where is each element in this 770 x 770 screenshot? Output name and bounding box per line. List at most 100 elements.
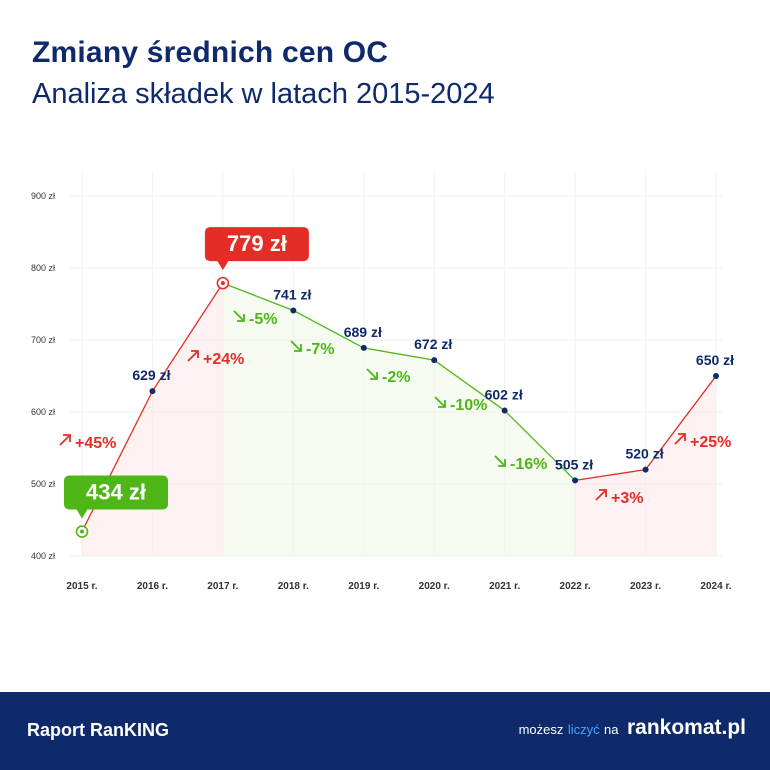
series-line-segment [293,309,365,349]
segment-area [152,283,223,556]
change-label: -7% [290,340,334,358]
arrow-down-icon [494,455,506,467]
data-point [713,373,719,379]
y-tick-label: 500 zł [31,479,55,489]
data-point [572,477,579,484]
highlight-point-center [80,529,84,534]
tagline-prefix: możesz [518,722,564,737]
x-tick-label: 2020 r. [419,581,450,592]
series-line-segment [433,359,506,412]
arrow-down-head [438,400,446,408]
value-label: 672 zł [414,336,452,352]
data-point [431,357,438,364]
highlight-point-center [220,281,225,286]
arrow-down-head [294,344,302,352]
arrow-up-head [191,350,199,358]
chart-areas [82,283,716,556]
change-value: -5% [249,311,277,328]
arrow-up-icon [187,350,199,362]
segment-area [363,347,435,556]
segment-area [645,376,716,556]
series-line-segment [363,347,435,361]
line-chart: 400 zł 500 zł 600 zł 700 zł 800 zł 900 zł 2015… [31,170,734,592]
y-tick-label: 700 zł [31,335,55,345]
arrow-down-head [370,372,378,380]
x-tick-label: 2018 r. [278,581,309,592]
y-tick-label: 900 zł [31,191,55,201]
series-line-segment [222,282,294,312]
arrow-up-icon [674,433,686,445]
y-tick-label: 600 zł [31,407,55,417]
arrow-up-icon [59,434,71,446]
chart-subtitle: Analiza składek w latach 2015-2024 [32,78,495,110]
tagline-suffix: na [604,722,619,737]
data-point [360,344,367,351]
segment-area [575,469,646,556]
segment-area [434,360,505,556]
value-label: 741 zł [273,286,311,302]
change-label: -2% [366,368,410,386]
segment-area [82,391,153,556]
x-tick-label: 2016 r. [137,581,168,592]
change-value: -2% [382,369,410,386]
value-label: 629 zł [132,367,170,383]
change-value: +45% [75,435,116,452]
arrow-down-head [498,459,506,467]
x-tick-label: 2024 r. [700,581,731,592]
brand-logo: rankomat.pl [626,716,746,739]
change-label: +3% [595,489,643,507]
footer-brand[interactable]: możesz liczyć na rankomat.pl [519,716,746,740]
x-tick-label: 2021 r. [489,581,520,592]
change-value: -16% [510,456,547,473]
data-point [501,407,508,414]
callout-box [64,475,168,510]
series-line-segment [575,468,646,482]
arrow-up-head [678,433,686,441]
report-title: Raport RanKING [27,720,170,740]
series-line-segment [504,410,576,481]
callout-pointer [216,260,229,271]
chart-labels: 629 zł 741 zł 689 zł 672 zł 602 zł 505 zł 520 … [59,286,734,507]
callout-pointer [76,508,88,519]
footer-bar: Raport RanKING możesz liczyć na rankomat… [0,692,770,770]
chart-lines [81,282,717,532]
x-tick-label: 2023 r. [630,581,661,592]
change-value: +3% [611,490,643,507]
change-value: +25% [690,434,731,451]
value-label: 650 zł [696,352,734,368]
data-point [290,307,297,314]
callout-text: 779 zł [227,231,287,256]
data-point [642,466,649,473]
arrow-down-icon [366,368,378,380]
callout-badge: 779 zł [204,227,309,271]
change-value: -10% [450,397,487,414]
change-value: -7% [306,341,334,358]
y-tick-label: 400 zł [31,551,55,561]
change-label: -10% [434,396,487,414]
segment-area [222,283,294,556]
segment-area [293,310,364,556]
arrow-down-head [237,314,245,322]
value-label: 520 zł [625,446,663,462]
change-label: -5% [233,310,277,328]
value-label: 505 zł [555,456,593,472]
x-tick-label: 2019 r. [348,581,379,592]
arrow-down-icon [434,396,446,408]
arrow-down-icon [290,340,302,352]
y-tick-label: 800 zł [31,263,55,273]
change-label: -16% [494,455,547,473]
x-tick-label: 2017 r. [207,581,238,592]
arrow-up-head [599,489,607,497]
callout-text: 434 zł [86,480,146,505]
value-label: 602 zł [485,387,523,403]
change-label: +25% [674,433,731,451]
series-line-segment [645,375,717,470]
value-label: 689 zł [344,324,382,340]
chart-callouts: 434 zł 779 zł [64,227,309,519]
arrow-up-head [63,434,71,442]
x-tick-label: 2022 r. [560,581,591,592]
arrow-down-icon [233,310,245,322]
chart-points [75,276,719,538]
change-label: +24% [187,350,244,368]
callout-badge: 434 zł [64,475,168,519]
